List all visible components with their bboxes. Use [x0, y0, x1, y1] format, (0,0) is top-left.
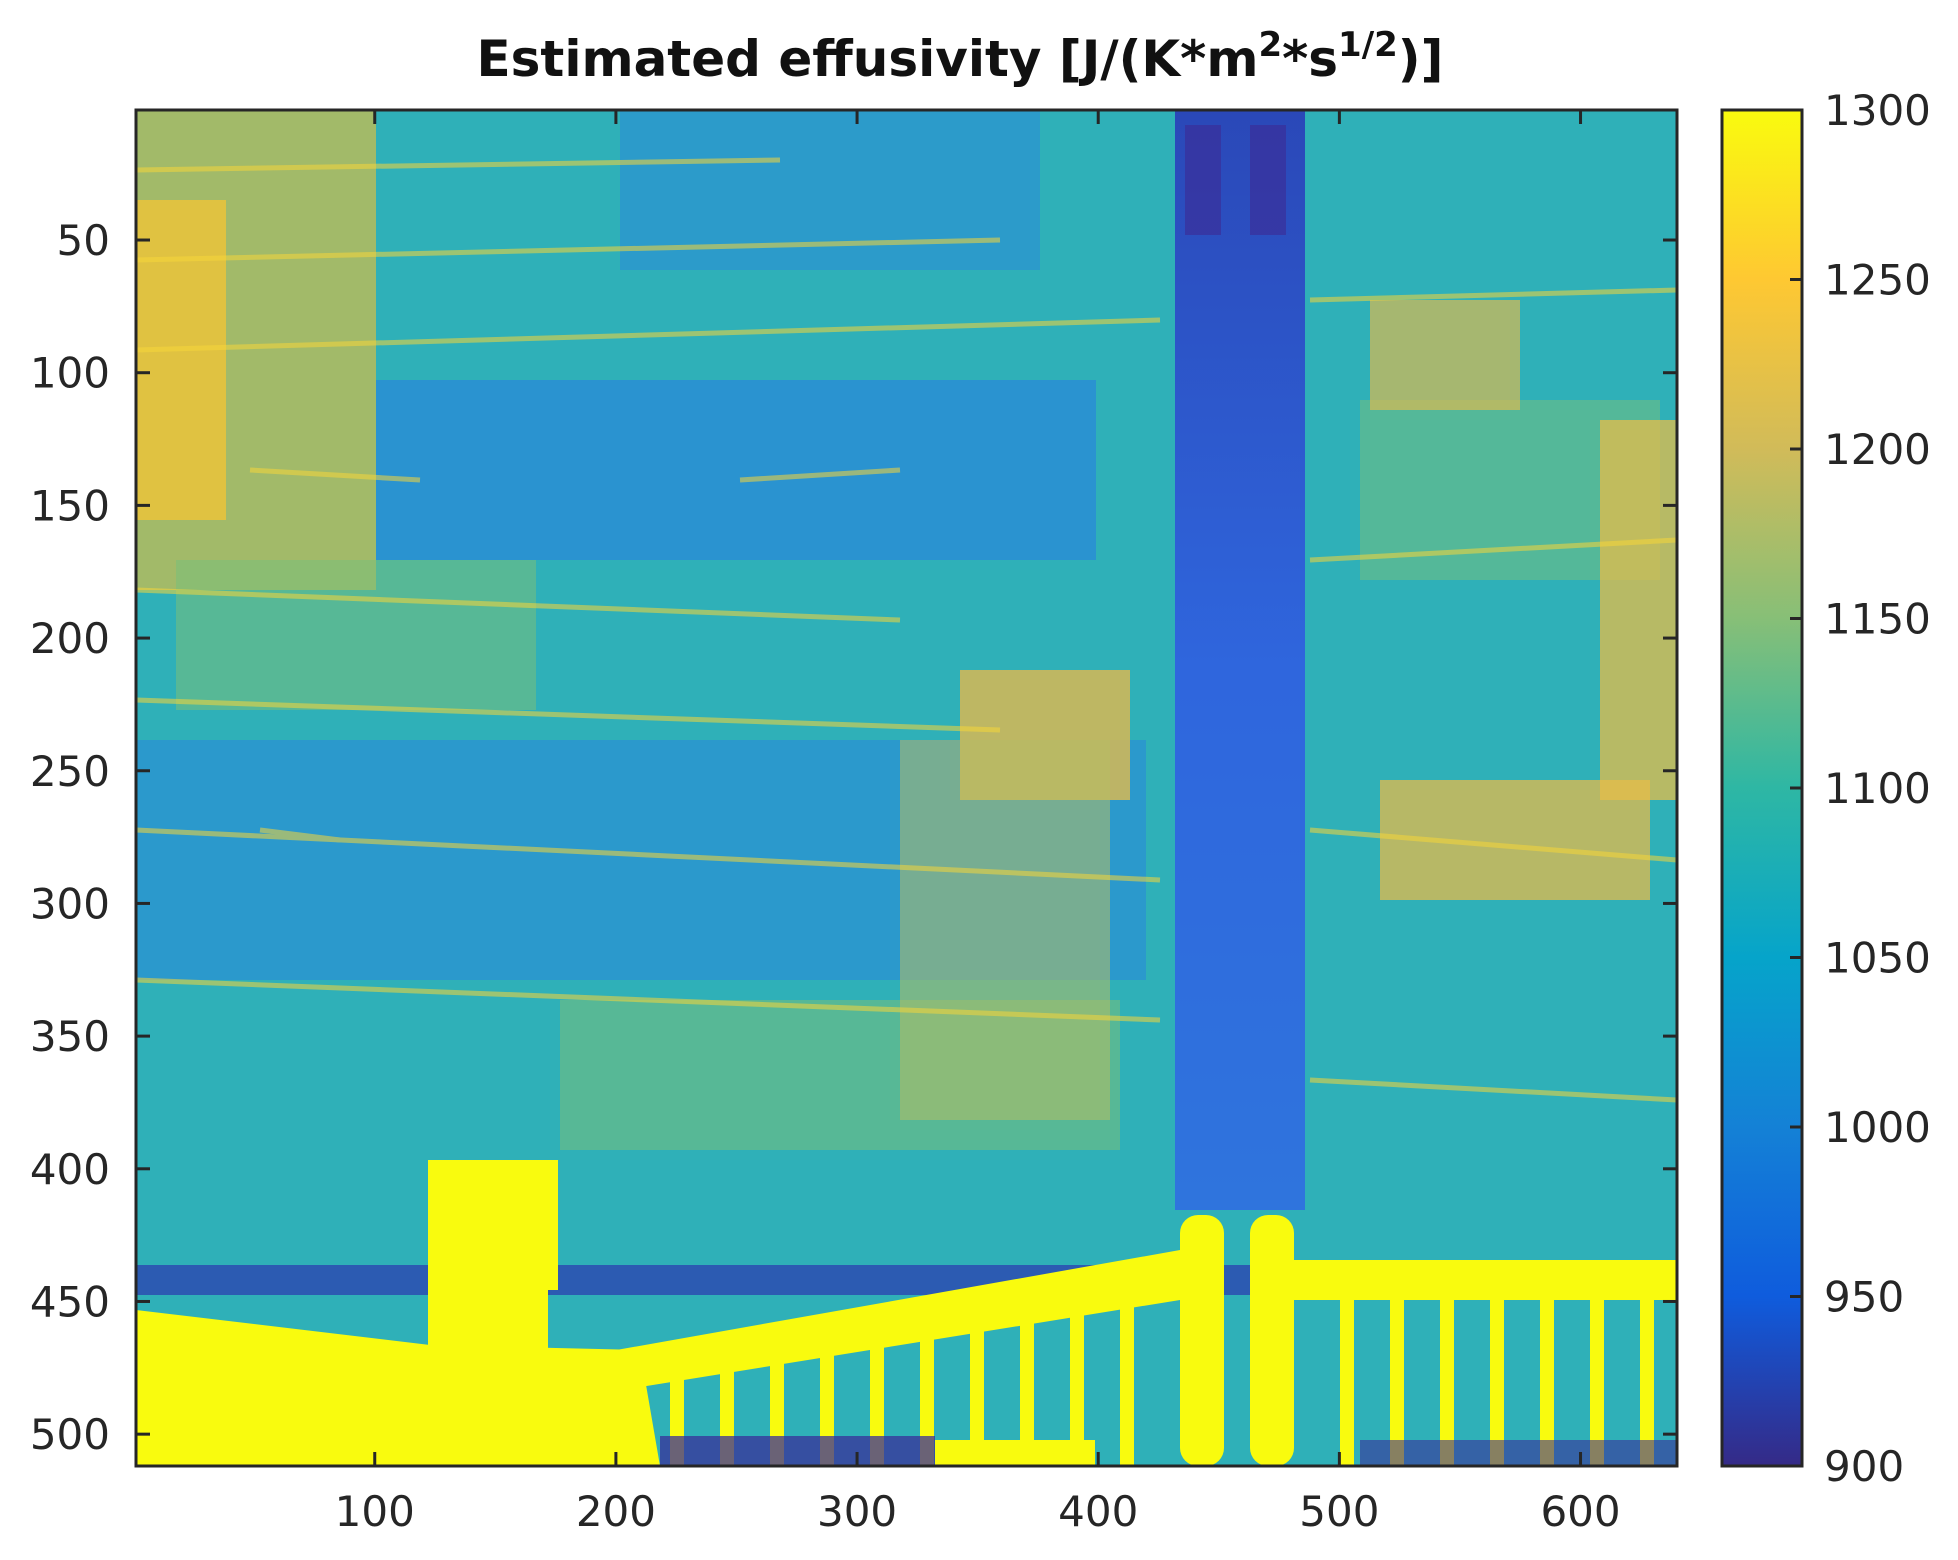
- title-mid: *s: [1282, 30, 1338, 88]
- y-tick-label: 500: [30, 1410, 110, 1459]
- colorbar-tick-label: 1150: [1824, 595, 1931, 644]
- y-tick-label: 350: [30, 1012, 110, 1061]
- x-tick-label: 100: [335, 1487, 415, 1536]
- colorbar-tick-label: 950: [1824, 1273, 1904, 1322]
- x-tick-label: 600: [1540, 1487, 1620, 1536]
- y-tick-label: 450: [30, 1277, 110, 1326]
- colorbar-tick-label: 1100: [1824, 764, 1931, 813]
- colorbar-tick-label: 1200: [1824, 425, 1931, 474]
- title-superscript-1: 2: [1258, 25, 1282, 65]
- y-tick-label: 200: [30, 614, 110, 663]
- colorbar-tick-label: 1000: [1824, 1103, 1931, 1152]
- y-axis: 50 100 150 200 250 300 350 400 450 500: [30, 216, 1677, 1459]
- heatmap-image: [136, 110, 1677, 1466]
- colorbar-tick-label: 1300: [1824, 86, 1931, 135]
- y-tick-label: 400: [30, 1145, 110, 1194]
- x-axis: 100 200 300 400 500 600: [335, 110, 1621, 1536]
- colorbar-tick-label: 1250: [1824, 256, 1931, 305]
- colorbar-tick-label: 900: [1824, 1442, 1904, 1491]
- y-tick-label: 300: [30, 879, 110, 928]
- x-tick-label: 300: [817, 1487, 897, 1536]
- x-tick-label: 200: [576, 1487, 656, 1536]
- title-superscript-2: 1/2: [1338, 25, 1398, 65]
- y-tick-label: 50: [57, 216, 110, 265]
- y-tick-label: 250: [30, 747, 110, 796]
- title-base: Estimated effusivity [J/(K*m: [477, 30, 1259, 88]
- title-end: )]: [1398, 30, 1444, 88]
- x-tick-label: 400: [1058, 1487, 1138, 1536]
- y-tick-label: 150: [30, 481, 110, 530]
- colorbar-axis: 900 950 1000 1050 1100 1150 1200 1250 1300: [1790, 86, 1931, 1491]
- x-tick-label: 500: [1299, 1487, 1379, 1536]
- chart-title: Estimated effusivity [J/(K*m2*s1/2)]: [477, 25, 1444, 88]
- colorbar: [1722, 110, 1802, 1466]
- y-tick-label: 100: [30, 349, 110, 398]
- colorbar-tick-label: 1050: [1824, 934, 1931, 983]
- plot-frame: [134, 108, 1679, 1468]
